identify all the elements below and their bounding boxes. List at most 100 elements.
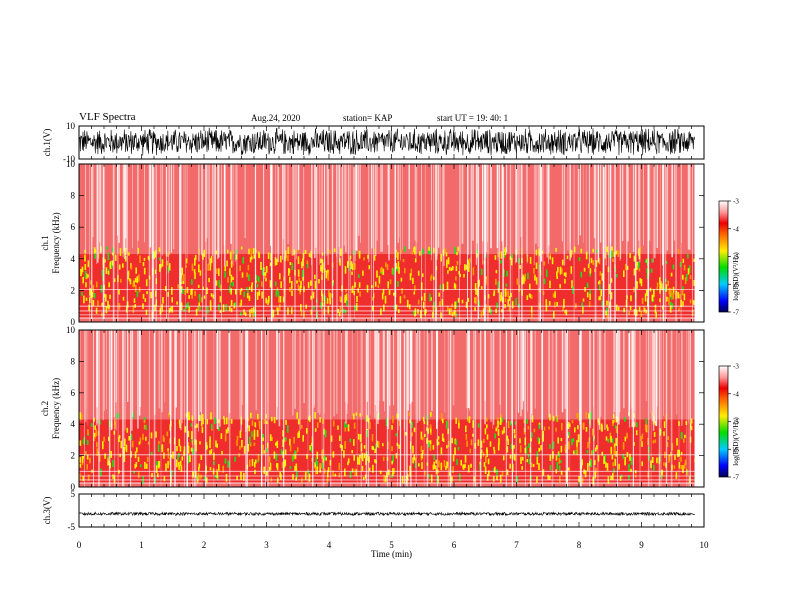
striation: [283, 164, 285, 322]
spectrogram-cell: [410, 268, 413, 276]
spectrogram-cell: [443, 460, 446, 468]
spectrogram-cell: [85, 297, 88, 301]
spectrogram-cell: [118, 435, 121, 439]
spectrogram-cell: [693, 258, 695, 262]
spectrogram-cell: [180, 465, 183, 473]
striation: [155, 164, 157, 322]
spectrogram-cell: [668, 456, 670, 463]
spectrogram-cell: [94, 425, 96, 430]
spectrogram-cell: [653, 432, 656, 437]
spectrogram-cell: [663, 462, 665, 466]
spectrogram-cell: [363, 445, 366, 449]
spectrogram-cell: [373, 255, 376, 261]
spectrogram-cell: [555, 427, 557, 432]
spectrogram-cell: [267, 252, 270, 260]
spectrogram-cell: [226, 260, 228, 267]
spectrogram-cell: [677, 292, 680, 299]
spectrogram-cell: [118, 469, 120, 474]
colorbar-tick-label: -4: [733, 390, 739, 398]
spectrogram-cell: [337, 425, 339, 430]
spectrogram-cell: [210, 293, 213, 297]
striation: [374, 330, 376, 419]
spectrogram-cell: [332, 451, 335, 457]
spectrogram-cell: [168, 308, 171, 313]
spectrogram-cell: [465, 425, 467, 433]
spectrogram-cell: [408, 304, 411, 310]
spectrogram-cell: [124, 248, 127, 256]
spectrogram-cell: [168, 412, 170, 418]
spectrogram-cell: [549, 454, 552, 461]
spectrogram-cell: [617, 250, 620, 257]
spectrogram-cell: [287, 246, 290, 255]
spectrogram-cell: [501, 471, 504, 477]
spectrogram-cell: [308, 253, 311, 257]
spectrogram-cell: [474, 307, 476, 311]
x-axis-label: Time (min): [371, 549, 412, 559]
spectrogram-cell: [266, 470, 268, 476]
striation: [122, 330, 124, 403]
spectrogram-cell: [373, 248, 376, 254]
spectrogram-cell: [79, 472, 81, 481]
spectrogram-cell: [89, 297, 91, 304]
striation: [563, 164, 566, 266]
spectrogram-cell: [693, 280, 695, 287]
spectrogram-cell: [366, 430, 369, 438]
striation: [365, 330, 368, 487]
spectrogram-cell: [155, 465, 158, 473]
spectrogram-cell: [322, 418, 324, 424]
spectrogram-cell: [274, 281, 277, 287]
spectrogram-cell: [324, 430, 327, 438]
spectrogram-cell: [199, 441, 201, 445]
striation: [118, 164, 120, 243]
spectrogram-cell: [124, 438, 126, 447]
spectrogram-cell: [581, 459, 583, 466]
spectrogram-cell: [127, 272, 130, 280]
spectrogram-cell: [615, 274, 618, 278]
spectrogram-cell: [178, 419, 181, 425]
striation: [643, 164, 644, 246]
colorbar-tick-label: -7: [733, 474, 739, 482]
spectrogram-cell: [472, 267, 475, 276]
spectrogram-cell: [659, 282, 662, 291]
spectrogram-cell: [92, 285, 95, 292]
spectrogram-cell: [196, 423, 198, 428]
spectrogram-cell: [601, 273, 604, 281]
spectrogram-cell: [180, 303, 183, 310]
spectrogram-cell: [251, 285, 253, 292]
spectrogram-cell: [145, 424, 147, 431]
spectrogram-cell: [252, 248, 255, 255]
striation: [475, 330, 477, 487]
spectrogram-cell: [205, 442, 208, 451]
striation: [394, 164, 396, 322]
spectrogram-cell: [306, 453, 308, 460]
striation: [567, 164, 569, 251]
spectrogram-cell: [223, 415, 225, 420]
spectrogram-cell: [493, 446, 495, 451]
spectrogram-cell: [310, 445, 313, 453]
spectrogram-cell: [199, 475, 201, 480]
striation: [615, 330, 618, 423]
spectrogram-cell: [395, 453, 398, 459]
spectrogram-cell: [503, 426, 505, 434]
striation: [631, 330, 634, 427]
spectrogram-cell: [623, 270, 625, 278]
spectrogram-cell: [209, 467, 212, 471]
spectrogram-cell: [273, 416, 276, 424]
spectrogram-cell: [249, 309, 251, 318]
spectrogram-cell: [381, 293, 384, 300]
spectrogram-cell: [574, 427, 576, 433]
spectrogram-cell: [395, 304, 398, 311]
spectrogram-cell: [430, 474, 433, 483]
spectrogram-cell: [486, 424, 488, 429]
spectrogram-cell: [158, 460, 161, 467]
spectrogram-cell: [622, 442, 625, 450]
spectrogram-cell: [325, 270, 328, 279]
striation: [278, 330, 281, 427]
spectrogram-cell: [300, 280, 302, 288]
striation: [580, 330, 582, 487]
spectrogram-cell: [209, 303, 212, 311]
spectrogram-cell: [563, 272, 566, 276]
spectrogram-cell: [459, 473, 461, 482]
spectrogram-cell: [527, 426, 530, 430]
striation: [537, 164, 539, 247]
